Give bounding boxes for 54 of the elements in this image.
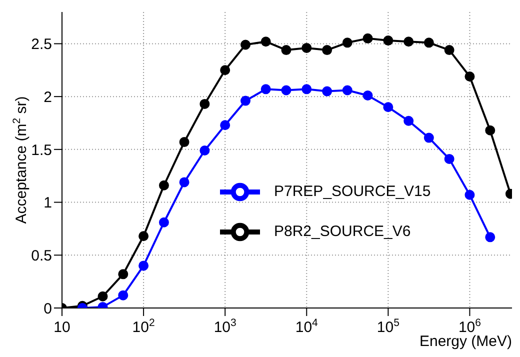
x-tick-label: 10 bbox=[54, 319, 70, 336]
point bbox=[138, 231, 149, 242]
point bbox=[342, 38, 352, 48]
point bbox=[362, 90, 373, 101]
point bbox=[240, 40, 251, 50]
point bbox=[444, 45, 454, 56]
point bbox=[464, 190, 475, 200]
point bbox=[302, 84, 312, 94]
x-tick-label: 10$^{6}$ bbox=[458, 317, 482, 336]
point bbox=[485, 125, 496, 136]
point bbox=[118, 269, 128, 280]
point bbox=[383, 36, 394, 46]
point bbox=[179, 177, 190, 188]
y-tick-label: 1 bbox=[44, 194, 52, 212]
point bbox=[240, 96, 251, 106]
point bbox=[281, 45, 292, 56]
x-tick-label: 10$^{4}$ bbox=[295, 317, 318, 336]
point bbox=[98, 291, 108, 302]
point bbox=[220, 65, 230, 76]
point bbox=[302, 42, 312, 53]
x-tick-label: 10$^{3}$ bbox=[214, 317, 237, 336]
point bbox=[158, 217, 169, 228]
point bbox=[404, 36, 414, 47]
point bbox=[179, 137, 190, 148]
point bbox=[424, 132, 434, 143]
point bbox=[444, 154, 454, 164]
point bbox=[485, 232, 496, 242]
point bbox=[342, 85, 352, 96]
point bbox=[322, 45, 332, 56]
legend-label: P7REP_SOURCE_V15 bbox=[274, 182, 431, 200]
point bbox=[260, 36, 271, 47]
point bbox=[322, 86, 332, 96]
x-tick-label: 10$^{5}$ bbox=[376, 317, 400, 336]
point bbox=[138, 260, 149, 271]
point bbox=[464, 71, 475, 82]
point bbox=[260, 84, 271, 94]
y-tick-label: 2.5 bbox=[31, 36, 52, 54]
point bbox=[362, 33, 373, 44]
point bbox=[200, 145, 210, 156]
x-axis-title: Energy (MeV) bbox=[419, 333, 512, 350]
point bbox=[118, 290, 128, 300]
point bbox=[424, 38, 434, 48]
point bbox=[281, 85, 292, 96]
point bbox=[220, 120, 230, 130]
x-tick-label: 10$^{2}$ bbox=[132, 317, 155, 336]
point bbox=[200, 98, 210, 109]
point bbox=[383, 102, 394, 112]
y-tick-label: 1.5 bbox=[31, 142, 52, 159]
y-tick-label: 0.5 bbox=[31, 247, 52, 264]
y-tick-label: 2 bbox=[44, 88, 52, 106]
point bbox=[158, 180, 169, 190]
y-tick-label: 0 bbox=[44, 300, 52, 318]
point bbox=[404, 116, 414, 126]
legend-label: P8R2_SOURCE_V6 bbox=[274, 222, 411, 240]
